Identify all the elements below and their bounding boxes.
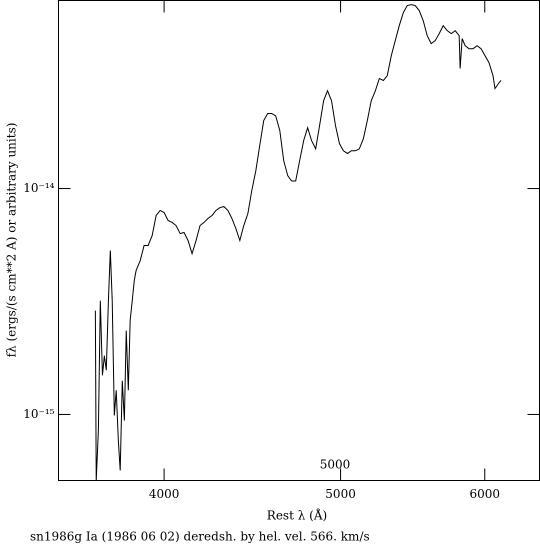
annotation: 5000 <box>320 458 351 472</box>
y-axis-label: fλ (ergs/(s cm**2 A) or arbitrary units) <box>5 123 19 358</box>
x-tick-label: 5000 <box>325 487 356 501</box>
y-tick-label: 10⁻¹⁴ <box>23 181 54 195</box>
y-tick-label: 10⁻¹⁵ <box>23 407 54 421</box>
caption: sn1986g Ia (1986 06 02) deredsh. by hel.… <box>30 530 370 544</box>
x-axis-label: Rest λ (Å) <box>267 508 327 523</box>
spectrum-line <box>94 4 502 481</box>
plot-frame <box>58 0 540 481</box>
x-tick-label: 4000 <box>149 487 180 501</box>
x-tick-label: 6000 <box>469 487 500 501</box>
